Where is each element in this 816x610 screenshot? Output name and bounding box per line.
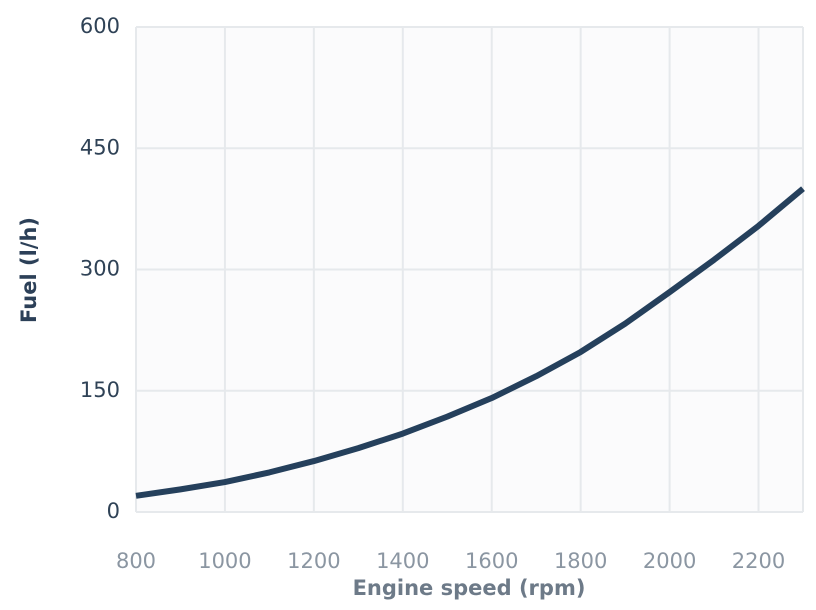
y-axis-title: Fuel (l/h) <box>17 217 41 323</box>
x-tick-label: 1400 <box>376 549 429 573</box>
data-line <box>135 186 805 499</box>
y-tick-label: 150 <box>80 378 120 402</box>
x-tick-label: 1800 <box>554 549 607 573</box>
y-tick-label: 600 <box>80 14 120 38</box>
x-tick-label: 2000 <box>643 549 696 573</box>
x-tick-label: 2200 <box>732 549 785 573</box>
y-tick-label: 300 <box>80 257 120 281</box>
x-tick-label: 1600 <box>465 549 518 573</box>
y-tick-label: 450 <box>80 135 120 159</box>
x-axis-title: Engine speed (rpm) <box>353 576 586 600</box>
y-tick-label: 0 <box>107 499 120 523</box>
x-tick-label: 800 <box>116 549 156 573</box>
x-tick-label: 1200 <box>287 549 340 573</box>
x-tick-label: 1000 <box>198 549 251 573</box>
